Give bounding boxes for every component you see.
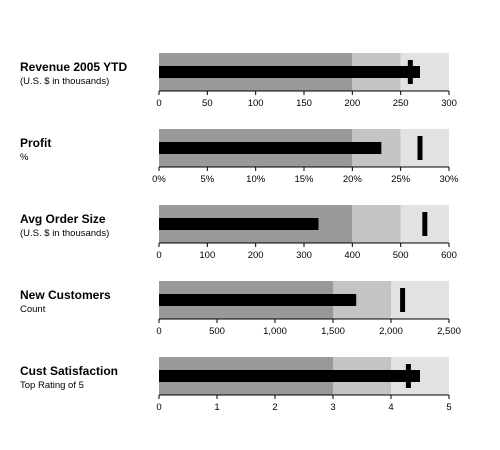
tick-label: 100 xyxy=(199,250,215,261)
bullet-chart-1: Revenue 2005 YTD (U.S. $ in thousands) 0 50… xyxy=(20,53,457,109)
tick-label: 0 xyxy=(156,250,161,261)
value-bar xyxy=(159,294,357,306)
tick-label: 150 xyxy=(296,98,312,109)
tick-label: 5 xyxy=(446,402,451,413)
tick-label: 200 xyxy=(344,98,360,109)
tick-label: 1,000 xyxy=(263,326,287,337)
bullet-title: Cust Satisfaction xyxy=(20,364,118,378)
tick-label: 200 xyxy=(248,250,264,261)
bullet-subtitle: Count xyxy=(20,304,46,315)
bullet-chart-2: Profit% 0% 5% 10% 15% 20% 25% 30% xyxy=(20,129,459,185)
target-marker xyxy=(400,288,406,312)
bullet-chart-4: New Customers Count 0 500 1,000 1,500 2,000 2,5… xyxy=(20,281,461,337)
tick-label: 50 xyxy=(202,98,213,109)
tick-label: 2 xyxy=(272,402,277,413)
tick-label: 100 xyxy=(248,98,264,109)
target-marker xyxy=(422,212,428,236)
tick-label: 500 xyxy=(209,326,225,337)
value-bar xyxy=(159,142,382,154)
tick-label: 250 xyxy=(393,98,409,109)
bullet-subtitle: Top Rating of 5 xyxy=(20,380,84,391)
tick-label: 20% xyxy=(343,174,363,185)
bullet-title: New Customers xyxy=(20,288,111,302)
tick-label: 600 xyxy=(441,250,457,261)
tick-label: 500 xyxy=(393,250,409,261)
tick-label: 25% xyxy=(391,174,411,185)
tick-label: 1,500 xyxy=(321,326,345,337)
tick-label: 0 xyxy=(156,402,161,413)
bullet-chart-3: Avg Order Size (U.S. $ in thousands) 0 100 2… xyxy=(20,205,457,261)
tick-label: 1 xyxy=(214,402,219,413)
band-good xyxy=(400,129,449,167)
value-bar xyxy=(159,66,420,78)
bullet-subtitle: (U.S. $ in thousands) xyxy=(20,228,109,239)
tick-label: 3 xyxy=(330,402,335,413)
target-marker xyxy=(417,136,423,160)
tick-label: 10% xyxy=(246,174,266,185)
bullet-title: Avg Order Size xyxy=(20,212,106,226)
bullet-subtitle: (U.S. $ in thousands) xyxy=(20,76,109,87)
tick-label: 2,500 xyxy=(437,326,461,337)
tick-label: 300 xyxy=(441,98,457,109)
band-satisfactory xyxy=(352,205,401,243)
bullet-chart-5: Cust Satisfaction Top Rating of 5 0 1 2 3 4 5 xyxy=(20,357,452,413)
tick-label: 400 xyxy=(344,250,360,261)
target-marker xyxy=(407,60,413,84)
band-good xyxy=(391,281,449,319)
tick-label: 0 xyxy=(156,98,161,109)
bullet-subtitle: % xyxy=(20,152,29,163)
tick-label: 15% xyxy=(294,174,314,185)
tick-label: 30% xyxy=(439,174,459,185)
tick-label: 300 xyxy=(296,250,312,261)
bullet-title: Revenue 2005 YTD xyxy=(20,60,128,74)
bullet-title: Profit xyxy=(20,136,51,150)
tick-label: 5% xyxy=(200,174,214,185)
tick-label: 4 xyxy=(388,402,393,413)
value-bar xyxy=(159,218,319,230)
tick-label: 2,000 xyxy=(379,326,403,337)
tick-label: 0 xyxy=(156,326,161,337)
target-marker xyxy=(405,364,411,388)
tick-label: 0% xyxy=(152,174,166,185)
value-bar xyxy=(159,370,420,382)
